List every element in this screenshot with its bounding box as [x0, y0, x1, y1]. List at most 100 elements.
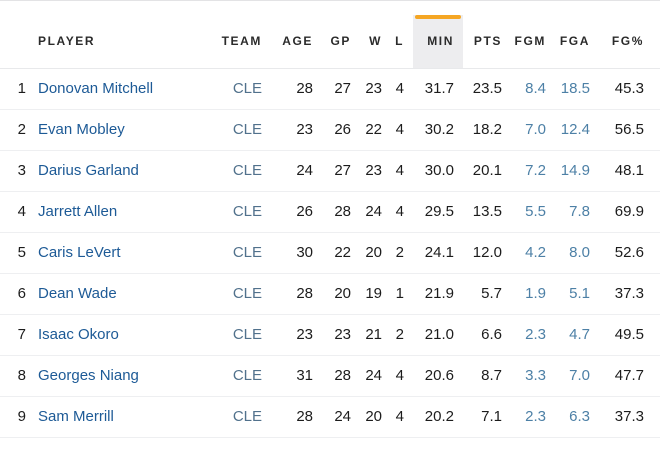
gp-cell: 20 [322, 273, 360, 315]
team-link[interactable]: CLE [232, 285, 262, 302]
table-row: 7 Isaac Okoro CLE 23 23 21 2 21.0 6.6 2.… [0, 314, 660, 356]
rank-cell: 2 [0, 109, 30, 151]
fgm-cell: 8.4 [511, 68, 555, 110]
header-fgm[interactable]: FGM [511, 15, 555, 69]
wins-cell: 24 [360, 191, 391, 233]
fgm-cell: 7.0 [511, 109, 555, 151]
sort-indicator-bar [415, 15, 461, 19]
header-min-label: MIN [427, 34, 454, 49]
fga-cell: 14.9 [555, 150, 599, 192]
player-name-link[interactable]: Isaac Okoro [38, 326, 119, 343]
fgm-cell: 2.3 [511, 314, 555, 356]
losses-cell: 2 [391, 232, 413, 274]
losses-cell: 4 [391, 191, 413, 233]
header-player[interactable]: PLAYER [30, 15, 209, 69]
team-link[interactable]: CLE [232, 162, 262, 179]
player-stats-table: PLAYER TEAM AGE GP W L MIN PTS FGM FGA F… [0, 15, 660, 438]
fgm-cell: 2.3 [511, 396, 555, 438]
header-team[interactable]: TEAM [209, 15, 271, 69]
player-name-link[interactable]: Caris LeVert [38, 244, 121, 261]
table-row: 4 Jarrett Allen CLE 26 28 24 4 29.5 13.5… [0, 191, 660, 233]
player-name-link[interactable]: Jarrett Allen [38, 203, 118, 220]
player-name-link[interactable]: Sam Merrill [38, 408, 114, 425]
fg-percent-cell: 45.3 [599, 68, 653, 110]
losses-cell: 4 [391, 396, 413, 438]
fga-cell: 18.5 [555, 68, 599, 110]
age-cell: 23 [271, 109, 322, 151]
player-name-link[interactable]: Donovan Mitchell [38, 80, 154, 97]
header-age[interactable]: AGE [271, 15, 322, 69]
fga-cell: 8.0 [555, 232, 599, 274]
points-cell: 12.0 [463, 232, 511, 274]
minutes-cell: 24.1 [413, 232, 463, 274]
points-cell: 13.5 [463, 191, 511, 233]
age-cell: 28 [271, 396, 322, 438]
team-link[interactable]: CLE [232, 121, 262, 138]
fga-cell: 4.7 [555, 314, 599, 356]
fg-percent-cell: 37.3 [599, 273, 653, 315]
team-link[interactable]: CLE [232, 408, 262, 425]
fga-cell: 6.3 [555, 396, 599, 438]
player-name-link[interactable]: Dean Wade [38, 285, 117, 302]
rank-cell: 1 [0, 68, 30, 110]
losses-cell: 4 [391, 355, 413, 397]
player-name-cell: Donovan Mitchell [30, 68, 209, 110]
rank-cell: 4 [0, 191, 30, 233]
team-link[interactable]: CLE [232, 203, 262, 220]
pad-cell [653, 150, 660, 192]
player-name-link[interactable]: Darius Garland [38, 162, 139, 179]
header-fga[interactable]: FGA [555, 15, 599, 69]
minutes-cell: 31.7 [413, 68, 463, 110]
rank-cell: 8 [0, 355, 30, 397]
team-link[interactable]: CLE [232, 367, 262, 384]
pad-cell [653, 191, 660, 233]
fg-percent-cell: 47.7 [599, 355, 653, 397]
points-cell: 7.1 [463, 396, 511, 438]
rank-cell: 7 [0, 314, 30, 356]
header-pts[interactable]: PTS [463, 15, 511, 69]
player-name-cell: Caris LeVert [30, 232, 209, 274]
points-cell: 5.7 [463, 273, 511, 315]
age-cell: 26 [271, 191, 322, 233]
team-link[interactable]: CLE [232, 326, 262, 343]
fgm-cell: 1.9 [511, 273, 555, 315]
player-name-link[interactable]: Georges Niang [38, 367, 139, 384]
table-row: 5 Caris LeVert CLE 30 22 20 2 24.1 12.0 … [0, 232, 660, 274]
points-cell: 20.1 [463, 150, 511, 192]
rank-cell: 9 [0, 396, 30, 438]
gp-cell: 28 [322, 355, 360, 397]
fg-percent-cell: 49.5 [599, 314, 653, 356]
age-cell: 28 [271, 68, 322, 110]
wins-cell: 24 [360, 355, 391, 397]
wins-cell: 20 [360, 396, 391, 438]
age-cell: 28 [271, 273, 322, 315]
header-l[interactable]: L [391, 15, 413, 69]
player-name-cell: Dean Wade [30, 273, 209, 315]
points-cell: 6.6 [463, 314, 511, 356]
age-cell: 24 [271, 150, 322, 192]
team-link[interactable]: CLE [232, 244, 262, 261]
table-row: 6 Dean Wade CLE 28 20 19 1 21.9 5.7 1.9 … [0, 273, 660, 315]
header-min-sorted[interactable]: MIN [413, 15, 463, 69]
losses-cell: 2 [391, 314, 413, 356]
player-name-link[interactable]: Evan Mobley [38, 121, 125, 138]
fgm-cell: 7.2 [511, 150, 555, 192]
header-w[interactable]: W [360, 15, 391, 69]
table-row: 8 Georges Niang CLE 31 28 24 4 20.6 8.7 … [0, 355, 660, 397]
minutes-cell: 20.6 [413, 355, 463, 397]
player-name-cell: Isaac Okoro [30, 314, 209, 356]
team-cell: CLE [209, 191, 271, 233]
gp-cell: 27 [322, 150, 360, 192]
team-link[interactable]: CLE [232, 80, 262, 97]
table-row: 2 Evan Mobley CLE 23 26 22 4 30.2 18.2 7… [0, 109, 660, 151]
pad-cell [653, 109, 660, 151]
table-row: 1 Donovan Mitchell CLE 28 27 23 4 31.7 2… [0, 68, 660, 110]
team-cell: CLE [209, 232, 271, 274]
pad-cell [653, 68, 660, 110]
header-gp[interactable]: GP [322, 15, 360, 69]
pad-cell [653, 396, 660, 438]
gp-cell: 23 [322, 314, 360, 356]
wins-cell: 22 [360, 109, 391, 151]
team-cell: CLE [209, 150, 271, 192]
header-fgpct[interactable]: FG% [599, 15, 653, 69]
